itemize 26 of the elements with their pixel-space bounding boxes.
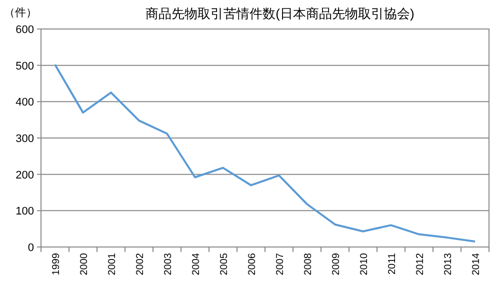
x-tick-label: 1999 xyxy=(51,252,62,276)
x-tick-label: 2014 xyxy=(471,252,482,276)
x-tick-label: 2000 xyxy=(79,252,90,276)
x-tick-label: 2009 xyxy=(331,252,342,276)
y-tick-label: 400 xyxy=(16,96,34,109)
y-tick-label: 600 xyxy=(16,24,34,36)
y-tick-label: 0 xyxy=(28,242,34,254)
x-tick-label: 2011 xyxy=(387,252,398,275)
line-series xyxy=(54,64,476,243)
x-tick-label: 2013 xyxy=(443,252,454,276)
x-tick-label: 2004 xyxy=(191,252,202,276)
y-axis-title: （件） xyxy=(4,7,37,19)
x-tick-label: 2010 xyxy=(359,252,370,276)
y-tick-label: 200 xyxy=(16,169,34,182)
x-tick-label: 2008 xyxy=(303,252,314,276)
x-tick-label: 2007 xyxy=(275,252,286,276)
y-tick-label: 300 xyxy=(16,133,34,145)
x-tick-label: 2006 xyxy=(247,252,258,276)
x-tick-label: 2003 xyxy=(163,252,174,276)
chart-title: 商品先物取引苦情件数(日本商品先物取引協会) xyxy=(146,6,414,21)
y-tick-label: 100 xyxy=(16,206,34,218)
x-tick-label: 2002 xyxy=(135,252,146,276)
y-tick-label: 500 xyxy=(16,60,34,72)
x-tick-label: 2001 xyxy=(107,252,118,276)
x-tick-label: 2005 xyxy=(219,252,230,276)
x-tick-label: 2012 xyxy=(415,252,426,276)
